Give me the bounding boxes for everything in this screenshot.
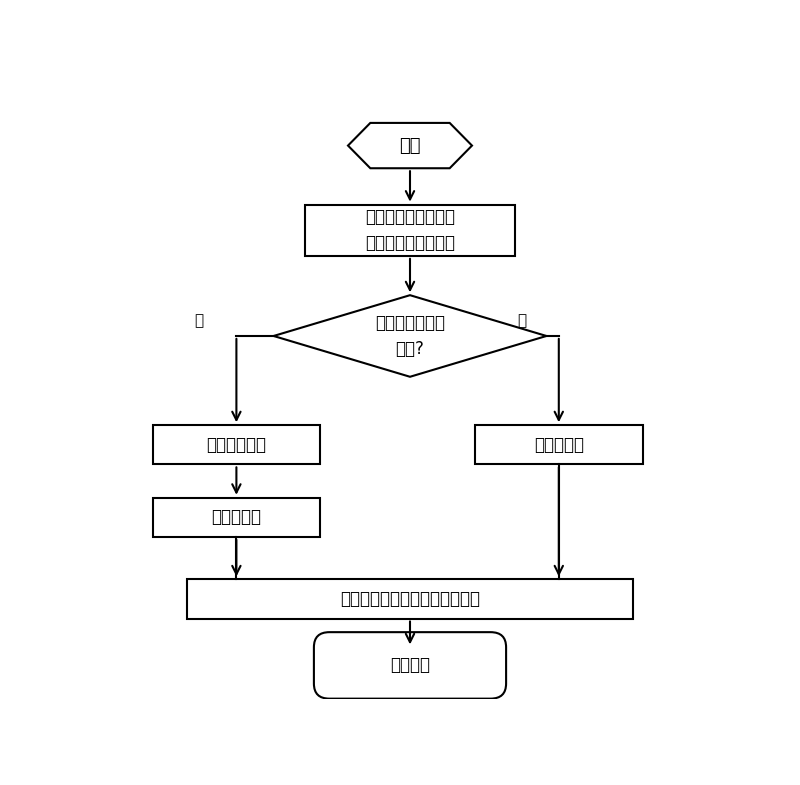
Text: 否: 否 [194,313,204,328]
Text: 修正状态变量: 修正状态变量 [206,436,266,454]
Bar [187,579,634,619]
Text: 磁悬浮控制力矩陀螺
转子系统的状态方程: 磁悬浮控制力矩陀螺 转子系统的状态方程 [365,208,455,253]
Bar [153,498,320,537]
Bar [153,425,320,465]
Bar [475,425,642,465]
Text: 是: 是 [517,313,526,328]
Text: 开始: 开始 [399,137,421,155]
Text: 输出径向磁轴承各通道参考电流: 输出径向磁轴承各通道参考电流 [340,590,480,608]
Text: 是否工作在可逆
区域?: 是否工作在可逆 区域? [375,314,445,358]
Text: 计算解析逆: 计算解析逆 [534,436,584,454]
Text: 计算修正逆: 计算修正逆 [211,509,262,526]
Bar [305,205,515,256]
Text: 计算完毕: 计算完毕 [390,656,430,674]
